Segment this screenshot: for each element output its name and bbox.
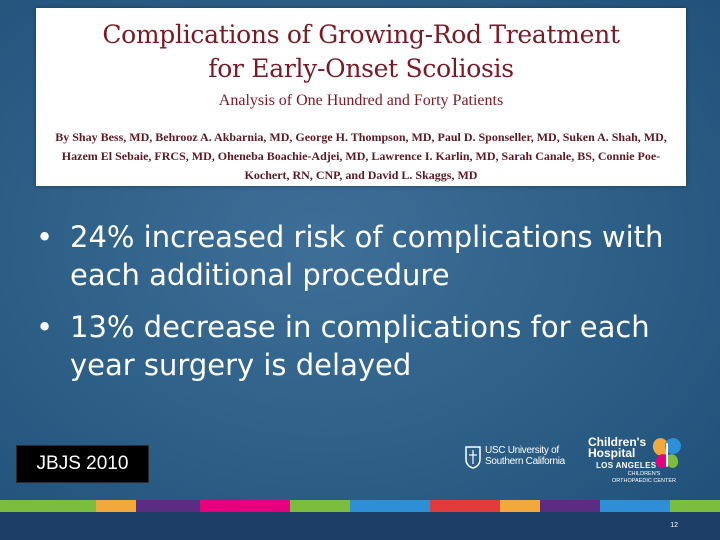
citation-label: JBJS 2010 [17,446,148,482]
color-stripe-segment [350,500,430,512]
chla-name: Children's Hospital [588,435,647,460]
bullet-marker: • [36,220,54,254]
bullet-list: • 24% increased risk of complications wi… [30,218,670,398]
chla-logo: Children's Hospital LOS ANGELES CHILDREN… [588,435,688,495]
color-stripe-segment [96,500,136,512]
butterfly-icon [652,438,681,468]
usc-seal-icon [465,446,481,469]
chla-los-angeles: LOS ANGELES [596,461,657,470]
color-stripe-segment [500,500,540,512]
bullet-text: 13% decrease in complications for each y… [70,310,650,382]
chla-name-line-2: Hospital [588,446,636,460]
color-stripe-segment [0,500,96,512]
color-stripe-segment [136,500,200,512]
paper-title-image: Complications of Growing-Rod Treatment fo… [36,8,686,186]
usc-line-2: Southern California [485,456,565,467]
color-stripe-segment [600,500,670,512]
color-stripe-segment [200,500,290,512]
chla-name-line-1: Children's [588,435,647,449]
usc-line-1: USC University of [485,445,559,456]
usc-wordmark: USC University of Southern California [485,445,565,467]
color-stripe [0,500,720,512]
paper-title: Complications of Growing-Rod Treatment fo… [102,20,620,83]
paper-subtitle: Analysis of One Hundred and Forty Patien… [218,92,504,109]
paper-authors: By Shay Bess, MD, Behrooz A. Akbarnia, M… [55,130,667,182]
bullet-item: • 24% increased risk of complications wi… [30,218,670,294]
color-stripe-segment [290,500,350,512]
page-number: 12 [670,522,678,529]
chla-sub-line-1: CHILDREN'S [627,471,661,477]
footer-bar [0,512,720,540]
chla-sub-line-2: ORTHOPAEDIC CENTER [612,478,676,484]
bullet-marker: • [36,310,54,344]
chla-subtitle: CHILDREN'S ORTHOPAEDIC CENTER [612,471,676,485]
color-stripe-segment [430,500,500,512]
bullet-item: • 13% decrease in complications for each… [30,308,670,384]
usc-logo: USC University of Southern California [464,443,578,473]
bullet-text: 24% increased risk of complications with… [70,220,664,292]
color-stripe-segment [540,500,600,512]
color-stripe-segment [670,500,720,512]
